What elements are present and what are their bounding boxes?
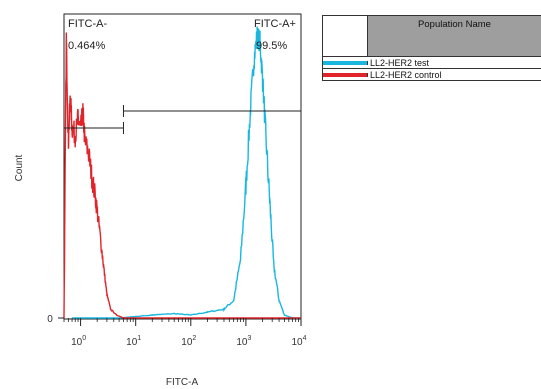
- legend-header-swatch-cell: [323, 16, 368, 56]
- histogram-chart: FITC-A- 0.464% FITC-A+ 99.5% 100 101 102 10…: [14, 13, 307, 388]
- series-line-1: [63, 32, 301, 319]
- plot-frame: [63, 13, 302, 320]
- gate-layer: [64, 105, 301, 134]
- series-layer: [63, 26, 301, 319]
- x-tick-label-0: 100: [71, 335, 86, 348]
- gate-pos-name: FITC-A+: [254, 18, 296, 30]
- x-tick-label-1: 101: [126, 335, 141, 348]
- x-axis-ticks: 100 101 102 103 104: [63, 318, 307, 348]
- y-tick-label-0: 0: [47, 314, 53, 325]
- legend-swatch-test: [323, 60, 368, 65]
- x-tick-label-3: 103: [236, 335, 251, 348]
- legend-label-control: LL2-HER2 control: [370, 69, 442, 80]
- x-tick-label-4: 104: [291, 335, 306, 348]
- gate-pos-percent: 99.5%: [256, 40, 287, 52]
- legend: Population Name LL2-HER2 test LL2-HER2 c…: [322, 15, 541, 81]
- legend-header-title: Population Name: [368, 16, 541, 56]
- y-axis-label: Count: [14, 154, 25, 181]
- legend-header: Population Name: [323, 16, 541, 57]
- x-axis-label: FITC-A: [166, 377, 199, 388]
- legend-row-control: LL2-HER2 control: [323, 69, 541, 80]
- legend-label-test: LL2-HER2 test: [370, 57, 430, 68]
- series-line-0: [72, 26, 301, 319]
- gate-neg-percent: 0.464%: [68, 40, 106, 52]
- legend-swatch-control: [323, 72, 368, 77]
- gate-neg-name: FITC-A-: [68, 18, 107, 30]
- x-tick-label-2: 102: [181, 335, 196, 348]
- legend-row-test: LL2-HER2 test: [323, 57, 541, 69]
